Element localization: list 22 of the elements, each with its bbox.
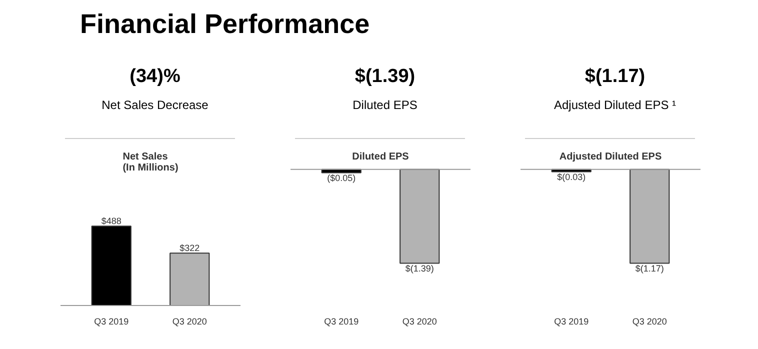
data-label: $(1.17) [635, 263, 664, 274]
data-label: ($0.05) [327, 172, 356, 183]
text: Adjusted Diluted EPS ¹ [554, 97, 676, 114]
x-tick-label: Q3 2020 [172, 316, 207, 326]
text: $(1.39) [354, 65, 416, 89]
chart-title: Adjusted Diluted EPS [559, 152, 662, 162]
data-label: $(0.03) [557, 172, 586, 182]
x-tick-label: Q3 2020 [402, 316, 437, 326]
data-label: $488 [101, 216, 122, 226]
chart-title: Diluted EPS [352, 152, 410, 162]
text: $(1.17) [584, 65, 646, 89]
text: Diluted EPS [352, 97, 418, 114]
x-tick-label: Q3 2020 [632, 316, 667, 326]
text: (34)% [130, 65, 180, 89]
x-tick-label: Q3 2019 [554, 316, 589, 326]
chart-title: Net Sales (In Millions) [122, 152, 178, 174]
x-tick-label: Q3 2019 [324, 316, 359, 326]
text: Financial Performance [80, 8, 370, 41]
data-label: $322 [180, 243, 200, 254]
x-tick-label: Q3 2019 [94, 316, 129, 326]
data-label: $(1.39) [405, 263, 434, 274]
text: Net Sales Decrease [102, 97, 208, 114]
